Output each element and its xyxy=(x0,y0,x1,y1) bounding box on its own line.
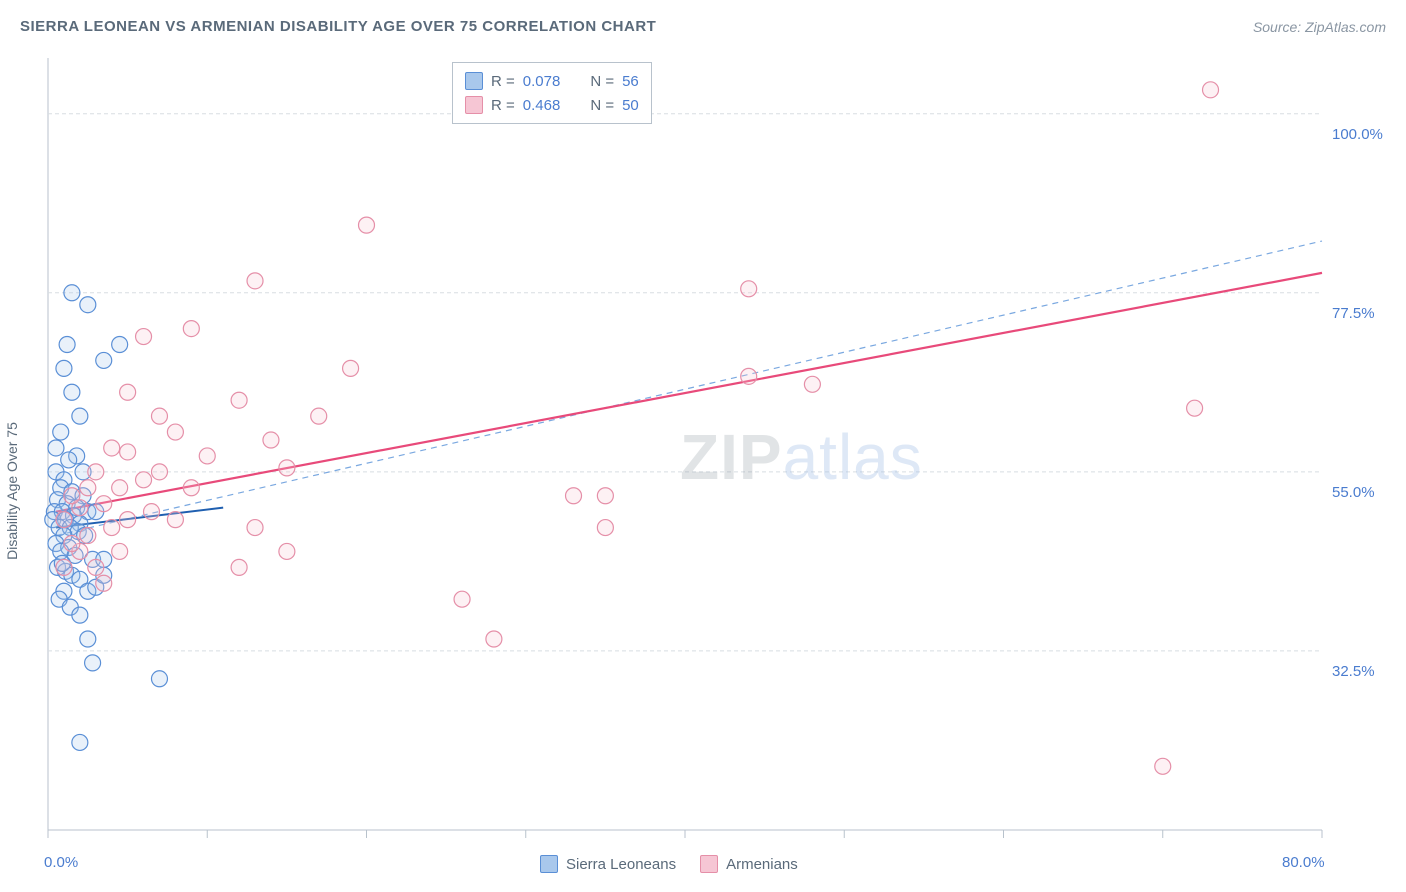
legend-swatch xyxy=(700,855,718,873)
legend-swatch xyxy=(465,96,483,114)
legend-series-item: Sierra Leoneans xyxy=(540,855,676,873)
legend-n-label: N = xyxy=(590,73,614,90)
x-axis-max-label: 80.0% xyxy=(1282,854,1325,871)
legend-swatch xyxy=(540,855,558,873)
legend-stats-row: R = 0.468 N = 50 xyxy=(465,93,639,117)
legend-r-label: R = xyxy=(491,97,515,114)
legend-n-label: N = xyxy=(590,97,614,114)
y-gridline-label: 55.0% xyxy=(1332,484,1375,501)
y-gridline-label: 77.5% xyxy=(1332,305,1375,322)
legend-swatch xyxy=(465,72,483,90)
legend-series-label: Sierra Leoneans xyxy=(566,856,676,873)
legend-series: Sierra Leoneans Armenians xyxy=(540,855,798,873)
y-gridline-label: 32.5% xyxy=(1332,663,1375,680)
legend-stats-box: R = 0.078 N = 56 R = 0.468 N = 50 xyxy=(452,62,652,124)
legend-r-value: 0.468 xyxy=(523,97,561,114)
legend-stats-row: R = 0.078 N = 56 xyxy=(465,69,639,93)
y-gridline-label: 100.0% xyxy=(1332,126,1383,143)
legend-r-label: R = xyxy=(491,73,515,90)
legend-series-item: Armenians xyxy=(700,855,798,873)
y-axis-label: Disability Age Over 75 xyxy=(4,411,20,571)
x-axis-min-label: 0.0% xyxy=(44,854,78,871)
legend-r-value: 0.078 xyxy=(523,73,561,90)
legend-n-value: 56 xyxy=(622,73,639,90)
legend-n-value: 50 xyxy=(622,97,639,114)
legend-series-label: Armenians xyxy=(726,856,798,873)
correlation-scatter-chart xyxy=(0,0,1406,892)
